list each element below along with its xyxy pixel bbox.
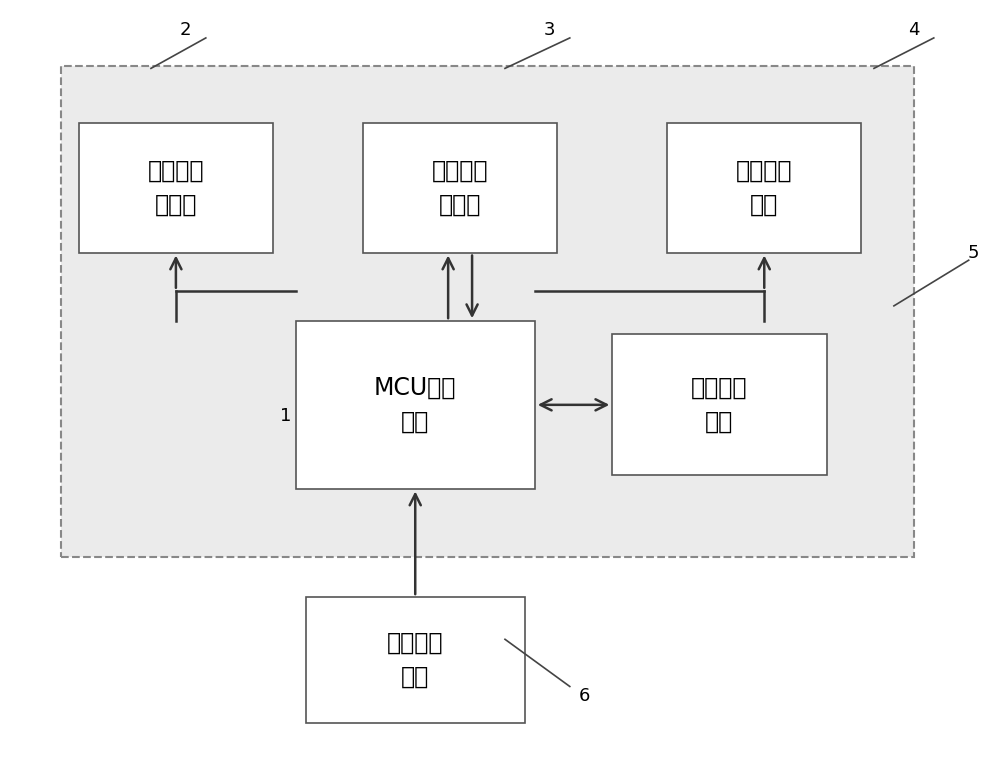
- Text: 参考红外
传感器: 参考红外 传感器: [432, 159, 488, 217]
- Bar: [79, 123, 273, 253]
- Bar: [306, 597, 525, 723]
- Text: 1: 1: [280, 407, 291, 426]
- Text: 火焰红外
传感器: 火焰红外 传感器: [148, 159, 204, 217]
- Bar: [612, 335, 827, 475]
- Text: MCU主控
单元: MCU主控 单元: [374, 376, 456, 434]
- Text: 2: 2: [180, 21, 192, 39]
- Text: 光照度传
感器: 光照度传 感器: [736, 159, 793, 217]
- Text: 无线通信
单元: 无线通信 单元: [691, 376, 748, 434]
- Bar: [667, 123, 861, 253]
- Bar: [296, 321, 535, 488]
- Text: 6: 6: [579, 687, 590, 704]
- Bar: [61, 66, 914, 557]
- Text: 电源管理
单元: 电源管理 单元: [387, 631, 443, 688]
- Bar: [363, 123, 557, 253]
- Text: 3: 3: [544, 21, 556, 39]
- Text: 5: 5: [968, 244, 979, 261]
- Text: 4: 4: [908, 21, 920, 39]
